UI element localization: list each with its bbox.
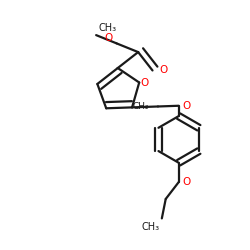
Text: O: O: [140, 78, 148, 88]
Text: CH₂: CH₂: [132, 102, 149, 111]
Text: CH₃: CH₃: [141, 222, 159, 232]
Text: O: O: [182, 177, 191, 187]
Text: O: O: [159, 66, 167, 76]
Text: O: O: [104, 32, 113, 42]
Text: O: O: [182, 101, 191, 111]
Text: CH₃: CH₃: [99, 22, 117, 32]
